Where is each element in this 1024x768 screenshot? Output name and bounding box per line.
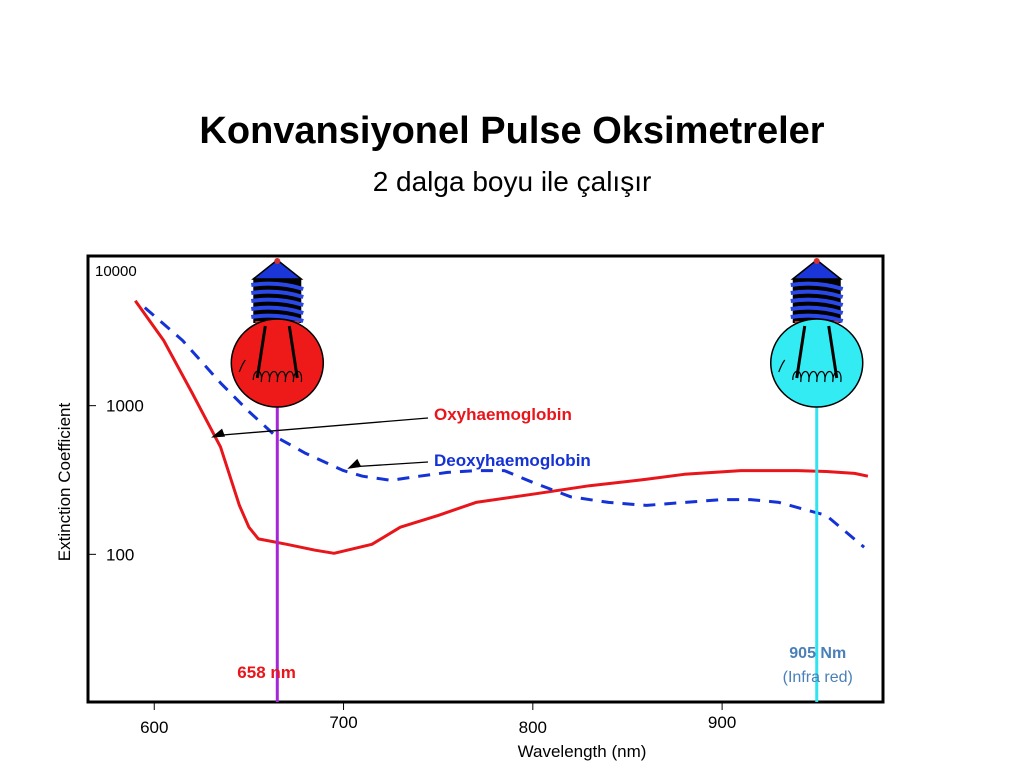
- x-tick-label: 900: [708, 713, 736, 732]
- light-bulb-icon: [770, 258, 864, 408]
- x-axis-label: Wavelength (nm): [518, 742, 647, 761]
- annotation-label: Oxyhaemoglobin: [434, 405, 572, 424]
- bulb-filament: [792, 370, 842, 383]
- slide-subtitle: 2 dalga boyu ile çalışır: [372, 166, 652, 197]
- annotation-arrowhead: [211, 428, 226, 438]
- plot-frame: [86, 254, 885, 704]
- bulb-tip: [274, 258, 281, 264]
- bulb-thread: [250, 297, 304, 307]
- slide-title: Konvansiyonel Pulse Oksimetreler: [199, 110, 825, 152]
- annotation-label: Deoxyhaemoglobin: [434, 451, 591, 470]
- x-tick-label: 800: [519, 718, 547, 737]
- marker-label: 658 nm: [237, 663, 296, 682]
- light-bulb-icon: [230, 258, 325, 408]
- y-tick-label: 1000: [106, 397, 144, 416]
- y-tick-label: 100: [106, 545, 134, 564]
- x-tick-label: 600: [140, 718, 168, 737]
- bulb-thread: [250, 281, 304, 291]
- y-axis-label: Extinction Coefficient: [55, 403, 74, 562]
- bulb-stem: [255, 325, 267, 379]
- bulb-tip: [813, 258, 820, 264]
- marker-sublabel: (Infra red): [783, 669, 853, 686]
- marker-label: 905 Nm: [789, 645, 846, 662]
- bulb-thread: [250, 305, 304, 315]
- annotation-arrow-line: [351, 461, 429, 468]
- bulb-thread: [790, 313, 844, 323]
- bulb-glass: [770, 318, 864, 408]
- bulb-stem: [287, 325, 299, 379]
- bulb-glare: [238, 359, 246, 373]
- bulb-thread: [250, 313, 304, 323]
- bulb-glare: [778, 359, 786, 373]
- bulb-thread: [790, 297, 844, 307]
- bulb-thread: [790, 289, 844, 299]
- x-tick-label: 700: [329, 713, 357, 732]
- bulb-filament: [252, 370, 303, 383]
- bulb-stem: [827, 325, 839, 379]
- annotation-arrowhead: [347, 458, 362, 469]
- y-tick-label: 10000: [95, 263, 137, 280]
- series-line-deoxyhaemoglobin: [143, 306, 866, 549]
- bulb-thread: [250, 289, 304, 299]
- bulb-thread: [790, 305, 844, 315]
- bulb-glass: [230, 318, 325, 408]
- bulb-thread: [790, 281, 844, 291]
- annotation-arrow-line: [214, 417, 429, 437]
- series-line-oxyhaemoglobin: [134, 299, 869, 555]
- bulb-stem: [795, 325, 807, 379]
